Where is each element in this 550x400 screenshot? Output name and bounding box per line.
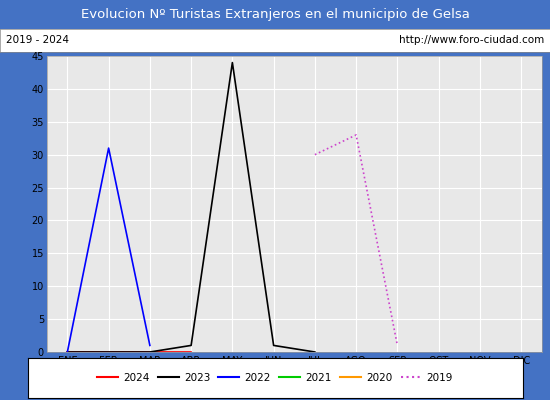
Text: Evolucion Nº Turistas Extranjeros en el municipio de Gelsa: Evolucion Nº Turistas Extranjeros en el … [80,8,470,21]
Text: http://www.foro-ciudad.com: http://www.foro-ciudad.com [399,35,544,45]
Text: 2019 - 2024: 2019 - 2024 [6,35,69,45]
Legend: 2024, 2023, 2022, 2021, 2020, 2019: 2024, 2023, 2022, 2021, 2020, 2019 [94,370,456,386]
